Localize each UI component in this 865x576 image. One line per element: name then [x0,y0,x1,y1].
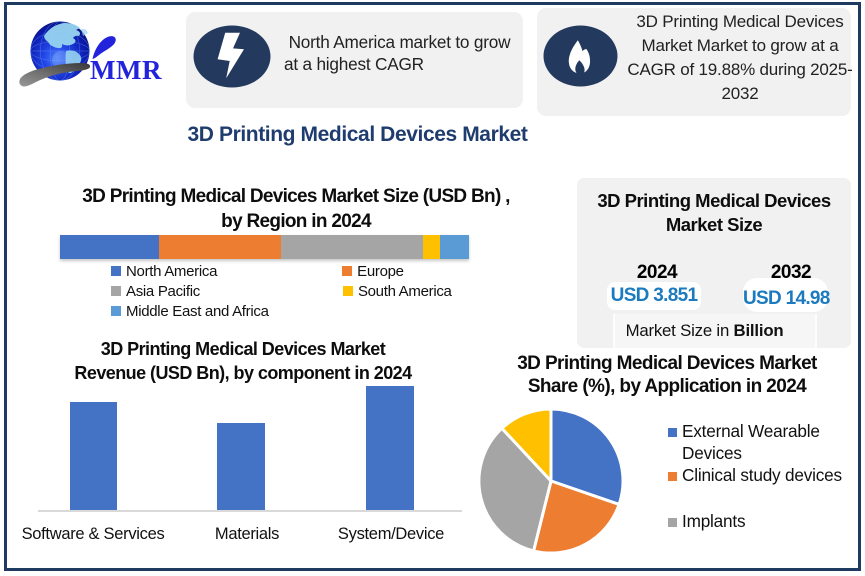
svg-text:MMR: MMR [90,55,162,85]
